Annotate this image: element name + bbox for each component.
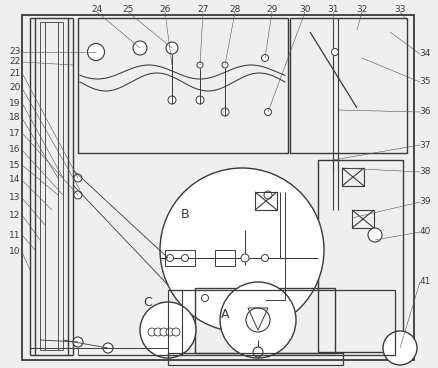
Circle shape [74, 191, 82, 199]
Text: 10: 10 [9, 248, 21, 256]
Text: 39: 39 [419, 198, 431, 206]
Circle shape [160, 328, 168, 336]
Text: B: B [181, 209, 189, 222]
Text: 28: 28 [230, 4, 241, 14]
Text: 16: 16 [9, 145, 21, 155]
Bar [64, 18, 67, 355]
Text: 33: 33 [394, 4, 406, 14]
Circle shape [166, 42, 178, 54]
Text: 21: 21 [9, 68, 21, 78]
Circle shape [220, 282, 296, 358]
Text: 25: 25 [122, 4, 134, 14]
Circle shape [265, 109, 272, 116]
Circle shape [221, 108, 229, 116]
Circle shape [172, 328, 180, 336]
Bar [22, 15, 414, 360]
Circle shape [261, 54, 268, 61]
Circle shape [74, 174, 82, 182]
Circle shape [197, 62, 203, 68]
Text: 35: 35 [419, 78, 431, 86]
Circle shape [140, 302, 196, 358]
Bar [195, 288, 335, 353]
Text: 24: 24 [92, 4, 102, 14]
Text: 20: 20 [9, 84, 21, 92]
Text: 34: 34 [419, 50, 431, 59]
Circle shape [133, 41, 147, 55]
Circle shape [368, 228, 382, 242]
Circle shape [261, 255, 268, 262]
Bar [168, 353, 343, 365]
Text: 17: 17 [9, 128, 21, 138]
Circle shape [196, 96, 204, 104]
Text: 18: 18 [9, 113, 21, 123]
Circle shape [168, 96, 176, 104]
Bar [255, 192, 277, 210]
Text: 36: 36 [419, 107, 431, 117]
Text: 30: 30 [299, 4, 311, 14]
Bar [78, 18, 288, 153]
Circle shape [201, 294, 208, 301]
Bar [290, 18, 407, 153]
Bar [215, 250, 235, 266]
Bar [352, 210, 374, 228]
Circle shape [246, 308, 270, 332]
Circle shape [241, 254, 249, 262]
Text: 14: 14 [9, 176, 21, 184]
Circle shape [154, 328, 162, 336]
Text: 27: 27 [197, 4, 208, 14]
Text: 19: 19 [9, 99, 21, 107]
Circle shape [253, 347, 263, 357]
Circle shape [88, 43, 105, 60]
Text: C: C [144, 296, 152, 308]
Circle shape [103, 343, 113, 353]
Text: 31: 31 [327, 4, 339, 14]
Text: 26: 26 [159, 4, 171, 14]
Circle shape [166, 328, 174, 336]
Text: 13: 13 [9, 194, 21, 202]
Circle shape [264, 191, 272, 199]
Circle shape [181, 255, 188, 262]
Circle shape [222, 62, 228, 68]
Text: 29: 29 [266, 4, 278, 14]
Bar [165, 250, 195, 266]
Text: 40: 40 [419, 227, 431, 237]
Circle shape [73, 337, 83, 347]
Text: A: A [221, 308, 229, 322]
Circle shape [332, 49, 339, 56]
Bar [318, 160, 403, 352]
Text: 32: 32 [356, 4, 367, 14]
Bar [168, 290, 182, 355]
Text: 15: 15 [9, 160, 21, 170]
Text: 38: 38 [419, 167, 431, 177]
Text: 11: 11 [9, 230, 21, 240]
Bar [342, 168, 364, 186]
Circle shape [148, 328, 156, 336]
Text: 41: 41 [419, 277, 431, 287]
Text: 12: 12 [9, 210, 21, 219]
Text: 37: 37 [419, 141, 431, 149]
Text: 23: 23 [9, 47, 21, 57]
Circle shape [166, 255, 173, 262]
Text: 22: 22 [9, 57, 21, 67]
Circle shape [383, 331, 417, 365]
Circle shape [160, 168, 324, 332]
Bar [36, 18, 39, 355]
